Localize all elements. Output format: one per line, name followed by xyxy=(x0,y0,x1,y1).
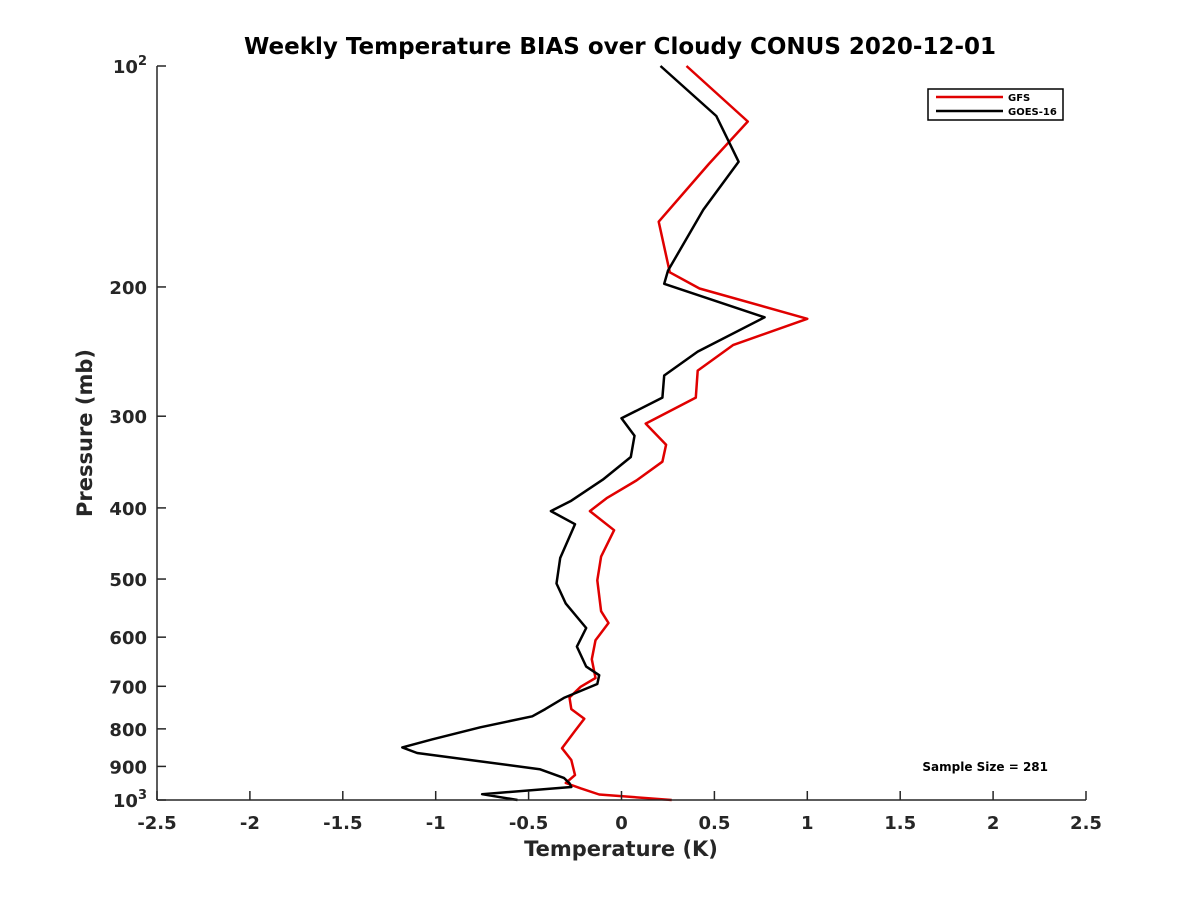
x-tick-label: 2.5 xyxy=(1070,813,1102,834)
x-axis-label: Temperature (K) xyxy=(524,837,718,861)
legend-box xyxy=(927,88,1064,121)
y-tick-label: 700 xyxy=(109,677,147,698)
x-tick-label: -1 xyxy=(426,813,446,834)
series-line-goes-16 xyxy=(401,65,766,802)
plot-area: -2.5 -2 -1.5 -1 -0.5 0 0.5 1 1.5 2 2.5 10220030040… xyxy=(109,54,1102,834)
x-tick-label: -0.5 xyxy=(509,813,548,834)
legend-label-goes-16: GOES-16 xyxy=(1008,107,1057,118)
y-tick-base: 10 xyxy=(113,57,138,78)
series-line-gfs xyxy=(560,65,809,802)
y-tick-label: 900 xyxy=(109,757,147,778)
x-tick-label: 1 xyxy=(801,813,814,834)
x-tick-label: 0.5 xyxy=(698,813,730,834)
x-tick-label: -2.5 xyxy=(137,813,176,834)
y-tick-label: 800 xyxy=(109,720,147,741)
y-tick-label: 500 xyxy=(109,570,147,591)
y-tick-exponent: 3 xyxy=(138,788,147,803)
y-tick-label: 600 xyxy=(109,628,147,649)
y-tick-label: 200 xyxy=(109,278,147,299)
series-layer xyxy=(401,65,809,802)
y-tick-base: 10 xyxy=(113,791,138,812)
x-tick-label: 0 xyxy=(615,813,628,834)
y-tick-label: 300 xyxy=(109,407,147,428)
x-ticks: -2.5 -2 -1.5 -1 -0.5 0 0.5 1 1.5 2 2.5 xyxy=(137,791,1102,834)
sample-size-annotation: Sample Size = 281 xyxy=(922,760,1048,774)
x-tick-label: -2 xyxy=(240,813,260,834)
x-tick-label: 2 xyxy=(987,813,1000,834)
legend-label-gfs: GFS xyxy=(1008,93,1030,104)
y-tick-label: 400 xyxy=(109,499,147,520)
legend: GFS GOES-16 xyxy=(927,88,1064,121)
y-tick-label: 102 xyxy=(113,54,147,78)
chart-title: Weekly Temperature BIAS over Cloudy CONU… xyxy=(244,34,996,60)
x-tick-label: 1.5 xyxy=(884,813,916,834)
y-axis-label: Pressure (mb) xyxy=(73,349,97,517)
x-tick-label: -1.5 xyxy=(323,813,362,834)
y-tick-label: 103 xyxy=(113,788,147,812)
y-tick-exponent: 2 xyxy=(138,54,147,69)
